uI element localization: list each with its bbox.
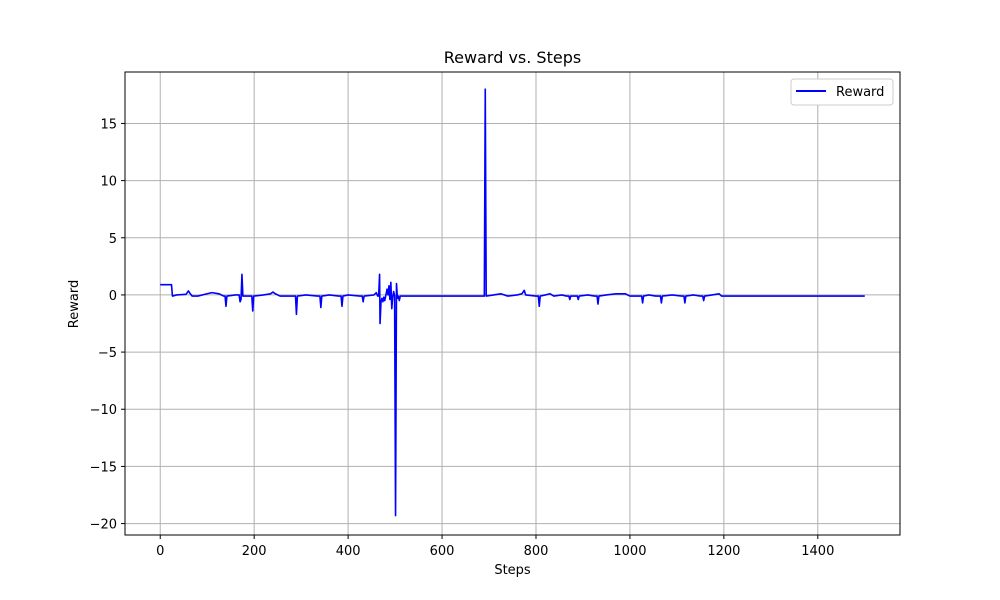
x-tick-label: 600 (430, 544, 455, 559)
y-tick-label: 0 (109, 289, 117, 304)
plot-area-frame (124, 71, 901, 536)
y-tick-label: −5 (98, 346, 117, 361)
series-layer (160, 88, 865, 517)
x-tick-label: 1000 (613, 544, 646, 559)
axis-ticks: 0 200 400 600 800 1000 1200 1400 −20 −15 −10 −5 0 5 10… (90, 117, 835, 559)
y-tick-label: −20 (90, 518, 117, 533)
y-axis-label: Reward (67, 280, 82, 328)
x-tick-label: 800 (524, 544, 549, 559)
x-tick-label: 200 (242, 544, 267, 559)
legend-label-reward: Reward (836, 85, 884, 100)
y-tick-label: 5 (109, 232, 117, 247)
chart-title: Reward vs. Steps (444, 48, 581, 67)
y-tick-label: −15 (90, 460, 117, 475)
y-tick-label: 10 (100, 175, 117, 190)
grid-lines (125, 72, 900, 535)
y-tick-label: 15 (100, 117, 117, 132)
legend: Reward (790, 78, 894, 106)
x-axis-label: Steps (494, 563, 531, 578)
y-tick-label: −10 (90, 403, 117, 418)
x-tick-label: 0 (156, 544, 164, 559)
x-tick-label: 400 (336, 544, 361, 559)
x-tick-label: 1400 (801, 544, 834, 559)
series-line-reward (160, 88, 865, 517)
legend-box (790, 78, 894, 106)
x-tick-label: 1200 (707, 544, 740, 559)
